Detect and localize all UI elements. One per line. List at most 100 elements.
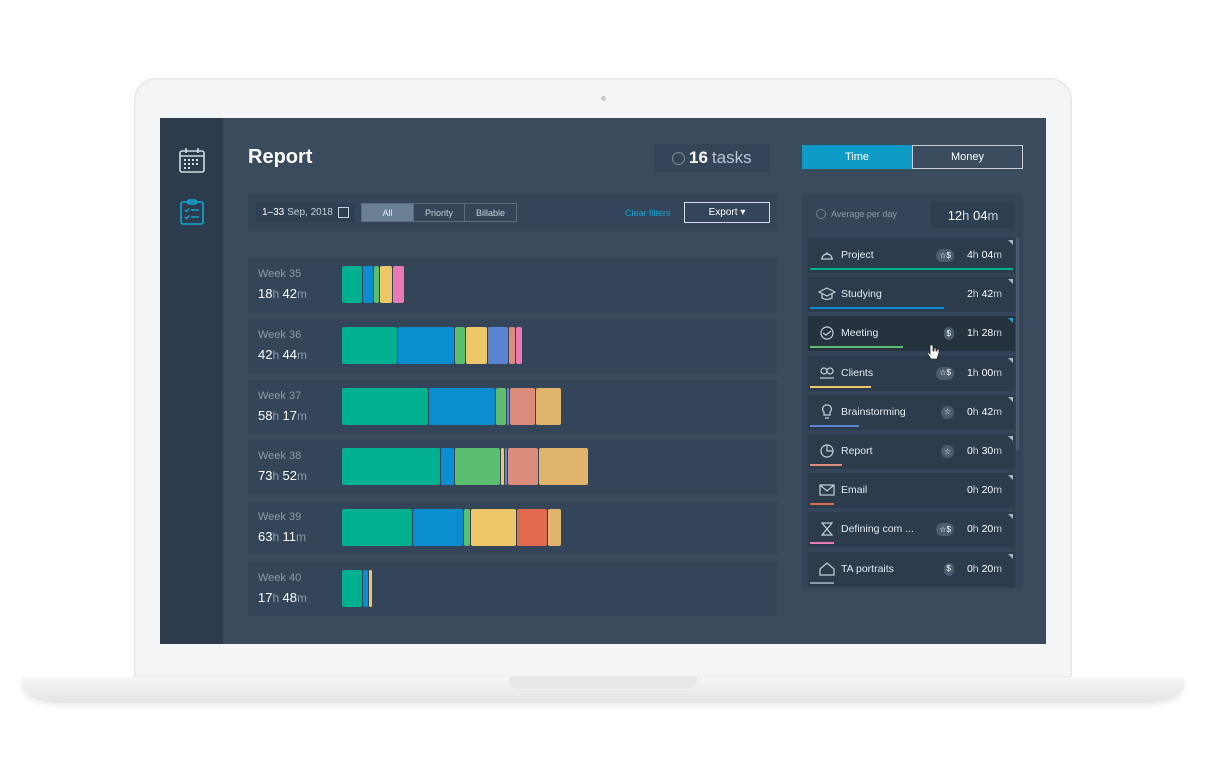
camera-dot xyxy=(601,96,606,101)
week-total: 17h 48m xyxy=(258,590,307,605)
week-bar-segment[interactable] xyxy=(538,448,588,486)
handshake-icon xyxy=(820,326,834,340)
category-item[interactable]: Email 0h 20m xyxy=(808,473,1015,509)
filter-all-segment[interactable]: All xyxy=(361,203,414,222)
week-bar-segment[interactable] xyxy=(380,266,392,303)
export-button[interactable]: Export ▾ xyxy=(684,202,770,223)
week-bar-segment[interactable] xyxy=(506,387,509,425)
category-name: Meeting xyxy=(841,327,879,340)
week-bar-segment[interactable] xyxy=(362,570,369,607)
week-bar-segment[interactable] xyxy=(509,387,536,425)
clear-filters-link[interactable]: Clear filters xyxy=(625,208,671,218)
week-bar-segment[interactable] xyxy=(496,387,506,425)
category-badges: ☆$ xyxy=(936,249,954,262)
week-bar-segment[interactable] xyxy=(342,326,398,364)
category-item[interactable]: Studying 2h 42m xyxy=(808,277,1015,313)
calendar-icon[interactable] xyxy=(178,146,206,174)
category-time: 0h 20m xyxy=(966,484,1002,497)
category-minutes: 42 xyxy=(981,405,994,418)
week-bar-segment[interactable] xyxy=(536,387,561,425)
category-hours: 0 xyxy=(966,562,973,575)
week-row[interactable]: Week 37 58h 17m xyxy=(248,379,777,434)
tasks-counter: 16 tasks xyxy=(654,144,770,172)
week-bar-segment[interactable] xyxy=(508,326,515,364)
week-row[interactable]: Week 36 42h 44m xyxy=(248,318,777,373)
week-bar-segment[interactable] xyxy=(369,570,373,607)
category-time: 0h 42m xyxy=(966,405,1002,418)
filter-priority-segment[interactable]: Priority xyxy=(413,203,465,222)
week-bar-segment[interactable] xyxy=(428,387,496,425)
week-bar-segment[interactable] xyxy=(488,326,508,364)
week-bar-segment[interactable] xyxy=(466,326,488,364)
date-range-picker[interactable]: 1–33 Sep, 2018 xyxy=(256,203,355,222)
week-bar-segment[interactable] xyxy=(413,509,464,547)
week-bar-segment[interactable] xyxy=(515,326,522,364)
week-total: 18h 42m xyxy=(258,286,307,301)
week-label: Week 36 xyxy=(258,328,302,341)
week-bar-segment[interactable] xyxy=(548,509,562,547)
envelope-icon xyxy=(819,484,835,496)
category-badge-icons: ☆$ xyxy=(939,250,951,260)
category-progress-bar xyxy=(810,581,835,584)
week-total: 58h 17m xyxy=(258,407,307,423)
week-hours: 73 xyxy=(258,468,273,484)
week-bar-segment[interactable] xyxy=(500,448,504,486)
money-toggle-button[interactable]: Money xyxy=(912,145,1023,169)
category-name: Email xyxy=(841,484,868,497)
week-bar-segment[interactable] xyxy=(504,448,507,486)
category-time: 0h 20m xyxy=(966,523,1002,536)
laptop-notch xyxy=(509,677,697,689)
category-item[interactable]: Project ☆$ 4h 04m xyxy=(808,238,1015,273)
corner-marker xyxy=(1008,396,1013,402)
week-bar-segment[interactable] xyxy=(342,448,440,486)
report-clipboard-icon[interactable] xyxy=(178,198,206,226)
category-time: 2h 42m xyxy=(966,288,1002,301)
week-bar-segment[interactable] xyxy=(362,266,374,303)
category-hours: 0 xyxy=(966,405,973,418)
week-bar-segment[interactable] xyxy=(440,448,454,486)
category-item[interactable]: Meeting $1h 28m xyxy=(808,316,1015,352)
week-bar-segment[interactable] xyxy=(342,570,362,607)
pie-chart-icon xyxy=(820,444,834,458)
page-title: Report xyxy=(248,146,313,168)
category-scrollbar[interactable] xyxy=(1016,238,1019,450)
category-panel: Average per day 12 h 04 m Project ☆$ 4h 04m S… xyxy=(802,194,1023,589)
time-toggle-button[interactable]: Time xyxy=(802,145,912,169)
category-progress-bar xyxy=(810,346,904,349)
week-hours: 42 xyxy=(258,346,273,362)
category-item[interactable]: Clients ☆$ 1h 00m xyxy=(808,355,1015,391)
category-time: 0h 30m xyxy=(966,445,1002,457)
week-bar-segment[interactable] xyxy=(470,509,517,547)
category-item[interactable]: Defining com ... ☆$ 0h 20m xyxy=(808,512,1015,548)
week-row[interactable]: Week 35 18h 42m xyxy=(248,258,777,312)
week-row[interactable]: Week 38 73h 52m xyxy=(248,440,777,495)
week-row[interactable]: Week 39 63h 11m xyxy=(248,501,777,556)
week-minutes: 11 xyxy=(282,529,296,545)
week-bar-segment[interactable] xyxy=(455,326,466,364)
category-time: 0h 20m xyxy=(966,562,1002,575)
corner-marker xyxy=(1008,279,1013,285)
category-name: Studying xyxy=(841,288,882,301)
week-bar-segment[interactable] xyxy=(517,509,548,547)
week-bar-segment[interactable] xyxy=(342,387,428,425)
week-bar-segment[interactable] xyxy=(464,509,470,547)
week-bar-segment[interactable] xyxy=(454,448,500,486)
week-bar-segment[interactable] xyxy=(507,448,538,486)
corner-marker xyxy=(1008,240,1013,245)
category-minutes: 04 xyxy=(981,249,994,261)
week-row[interactable]: Week 40 17h 48m xyxy=(248,562,777,616)
category-item[interactable]: Report ☆ 0h 30m xyxy=(808,434,1015,469)
filter-billable-segment[interactable]: Billable xyxy=(464,203,517,222)
hourglass-icon xyxy=(820,522,834,536)
week-total: 73h 52m xyxy=(258,468,307,484)
category-item[interactable]: Brainstorming ☆ 0h 42m xyxy=(808,394,1015,430)
category-badges: ☆ xyxy=(940,445,954,458)
category-item[interactable]: TA portraits $0h 20m xyxy=(808,551,1015,587)
week-bar-segment[interactable] xyxy=(342,266,362,303)
week-bar-segment[interactable] xyxy=(392,266,404,303)
week-bar-segment[interactable] xyxy=(398,326,455,364)
filter-bar: 1–33 Sep, 2018 All Priority Billable Cle… xyxy=(248,194,777,231)
week-bar-segment[interactable] xyxy=(374,266,380,303)
week-bar-segment[interactable] xyxy=(342,509,413,547)
